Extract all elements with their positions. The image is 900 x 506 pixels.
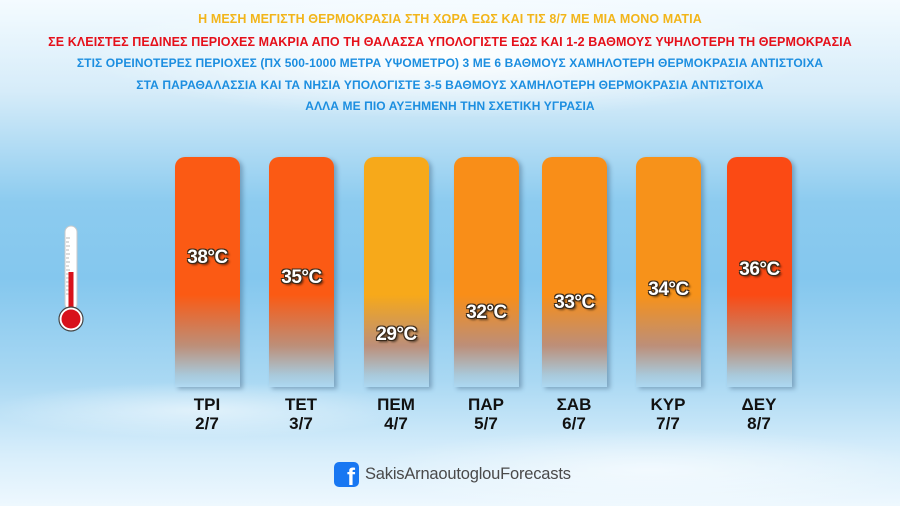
day-label: ΤΕΤ 3/7 [261, 395, 341, 433]
temperature-bar: 33°C [542, 157, 607, 387]
facebook-page-name: SakisArnaoutoglouForecasts [365, 464, 571, 483]
temperature-value: 38°C [187, 247, 228, 268]
temperature-bar: 36°C [727, 157, 792, 387]
temperature-value: 34°C [648, 279, 689, 300]
day-label: ΠΑΡ 5/7 [446, 395, 526, 433]
temperature-bar: 35°C [269, 157, 334, 387]
date: 4/7 [384, 414, 408, 433]
temperature-value: 29°C [376, 324, 417, 345]
temperature-value: 35°C [281, 267, 322, 288]
weekday: ΠΑΡ [468, 395, 504, 414]
day-label: ΣΑΒ 6/7 [534, 395, 614, 433]
temperature-value: 36°C [739, 259, 780, 280]
weekday: ΤΡΙ [193, 395, 221, 414]
facebook-icon: f [334, 461, 359, 487]
weekday: ΔΕΥ [741, 395, 777, 414]
weekday: ΚΥΡ [650, 395, 686, 414]
date: 8/7 [747, 414, 771, 433]
note-mountains: ΣΤΙΣ ΟΡΕΙΝΟΤΕΡΕΣ ΠΕΡΙΟΧΕΣ (ΠΧ 500-1000 Μ… [76, 56, 824, 70]
date: 7/7 [656, 414, 680, 433]
temperature-value: 32°C [466, 302, 507, 323]
note-coastal: ΣΤΑ ΠΑΡΑΘΑΛΑΣΣΙΑ ΚΑΙ ΤΑ ΝΗΣΙΑ ΥΠΟΛΟΓΙΣΤΕ… [136, 78, 764, 92]
temperature-value: 33°C [554, 292, 595, 313]
temperature-bar: 34°C [636, 157, 701, 387]
weekday: ΣΑΒ [556, 395, 592, 414]
weekday: ΠΕΜ [377, 395, 415, 414]
temperature-bar: 38°C [175, 157, 240, 387]
day-label: ΠΕΜ 4/7 [356, 395, 436, 433]
thermometer-icon [58, 225, 84, 332]
note-plains: ΣΕ ΚΛΕΙΣΤΕΣ ΠΕΔΙΝΕΣ ΠΕΡΙΟΧΕΣ ΜΑΚΡΙΑ ΑΠΟ … [48, 35, 852, 49]
day-label: ΔΕΥ 8/7 [719, 395, 799, 433]
temperature-bar: 32°C [454, 157, 519, 387]
date: 2/7 [195, 414, 219, 433]
headline-title: Η ΜΕΣΗ ΜΕΓΙΣΤΗ ΘΕΡΜΟΚΡΑΣΙΑ ΣΤΗ ΧΩΡΑ ΕΩΣ … [198, 12, 702, 26]
note-humidity: ΑΛΛΑ ΜΕ ΠΙΟ ΑΥΞΗΜΕΝΗ ΤΗΝ ΣΧΕΤΙΚΗ ΥΓΡΑΣΙΑ [305, 99, 595, 113]
weekday: ΤΕΤ [284, 395, 318, 414]
date: 5/7 [474, 414, 498, 433]
day-label: ΤΡΙ 2/7 [167, 395, 247, 433]
date: 6/7 [562, 414, 586, 433]
date: 3/7 [289, 414, 313, 433]
temperature-bar: 29°C [364, 157, 429, 387]
facebook-credit: f SakisArnaoutoglouForecasts [334, 459, 571, 489]
day-label: ΚΥΡ 7/7 [628, 395, 708, 433]
